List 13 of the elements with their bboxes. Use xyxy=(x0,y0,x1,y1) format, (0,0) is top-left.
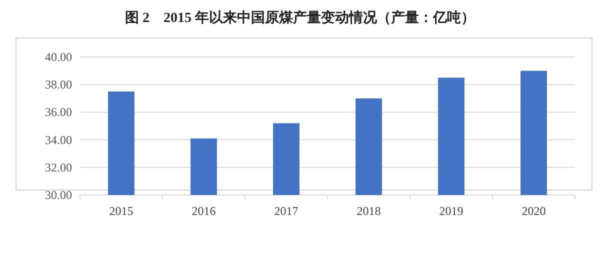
y-tick-label: 38.00 xyxy=(45,78,72,92)
y-tick-label: 40.00 xyxy=(45,50,72,64)
y-tick-label: 34.00 xyxy=(45,132,72,147)
x-tick-label: 2015 xyxy=(109,204,134,218)
y-tick-label: 32.00 xyxy=(45,160,72,174)
x-tick-label: 2020 xyxy=(522,204,546,218)
x-tick-label: 2018 xyxy=(356,204,381,218)
x-tick-label: 2017 xyxy=(274,204,298,218)
x-tick-label: 2019 xyxy=(439,204,464,218)
y-tick-label: 30.00 xyxy=(45,188,72,202)
x-tick-label: 2016 xyxy=(192,204,216,218)
y-tick-label: 36.00 xyxy=(45,105,72,120)
chart-title: 图 2 2015 年以来中国原煤产量变动情况（产量：亿吨） xyxy=(125,9,475,26)
